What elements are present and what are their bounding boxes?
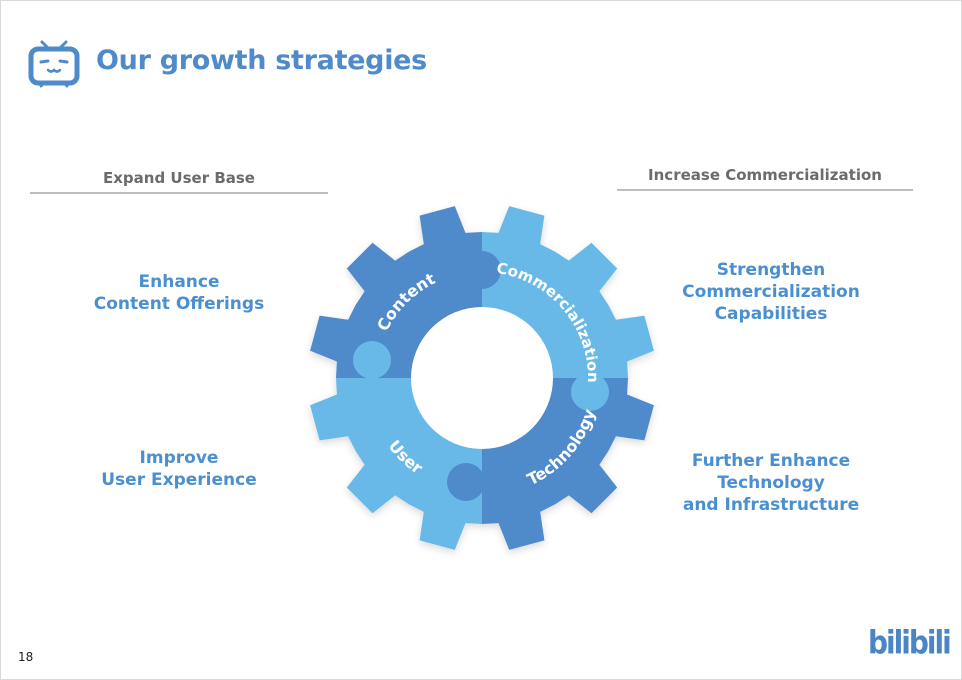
puzzle-knob <box>463 251 501 289</box>
strategy-technology: Further Enhance Technology and Infrastru… <box>641 450 901 516</box>
strategy-line: Enhance <box>138 272 220 292</box>
left-section-heading: Expand User Base <box>103 169 255 187</box>
strategy-line: Technology <box>717 473 825 493</box>
puzzle-knob <box>447 463 485 501</box>
right-section-heading: Increase Commercialization <box>648 166 882 184</box>
strategy-line: Further Enhance <box>691 451 851 471</box>
strategy-line: Improve <box>139 448 219 468</box>
strategy-line: and Infrastructure <box>682 495 860 515</box>
tv-mascot-icon <box>28 40 80 88</box>
puzzle-knob <box>571 373 609 411</box>
strategy-line: Strengthen <box>716 260 826 280</box>
bilibili-logo: bilibili <box>868 623 952 662</box>
strategy-line: User Experience <box>101 470 257 490</box>
page-number: 18 <box>18 650 34 664</box>
right-divider <box>617 189 913 191</box>
strategy-commercialization: Strengthen Commercialization Capabilitie… <box>641 259 901 325</box>
strategy-content: Enhance Content Offerings <box>49 271 309 315</box>
strategy-user: Improve User Experience <box>49 447 309 491</box>
left-divider <box>30 192 328 194</box>
strategy-line: Capabilities <box>714 304 828 324</box>
puzzle-knob <box>353 341 391 379</box>
strategy-line: Content Offerings <box>93 294 265 314</box>
strategy-line: Commercialization <box>682 282 860 302</box>
gear-center-hole <box>411 307 553 449</box>
page-title: Our growth strategies <box>96 45 427 76</box>
